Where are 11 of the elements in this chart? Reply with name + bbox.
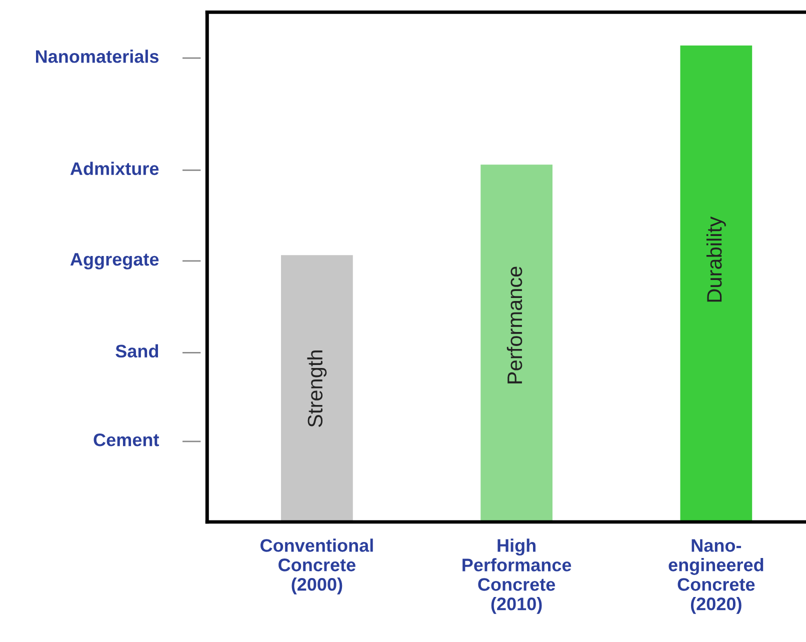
text: Sand (116, 344, 158, 358)
annotation: Durability (706, 216, 726, 302)
text: Nanomaterials (36, 50, 158, 63)
text: Cement (94, 433, 160, 446)
x-tick-label: High Performance Concrete (2010) (462, 538, 572, 614)
text: Aggregate (70, 253, 159, 270)
text: Admixture (70, 162, 159, 176)
annotation: Performance (506, 266, 522, 384)
x-tick-label: Nano- engineered Concrete (2020) (668, 539, 764, 614)
x-tick-label: Conventional Concrete (2000) (260, 538, 373, 594)
annotation: Strength (307, 350, 327, 427)
